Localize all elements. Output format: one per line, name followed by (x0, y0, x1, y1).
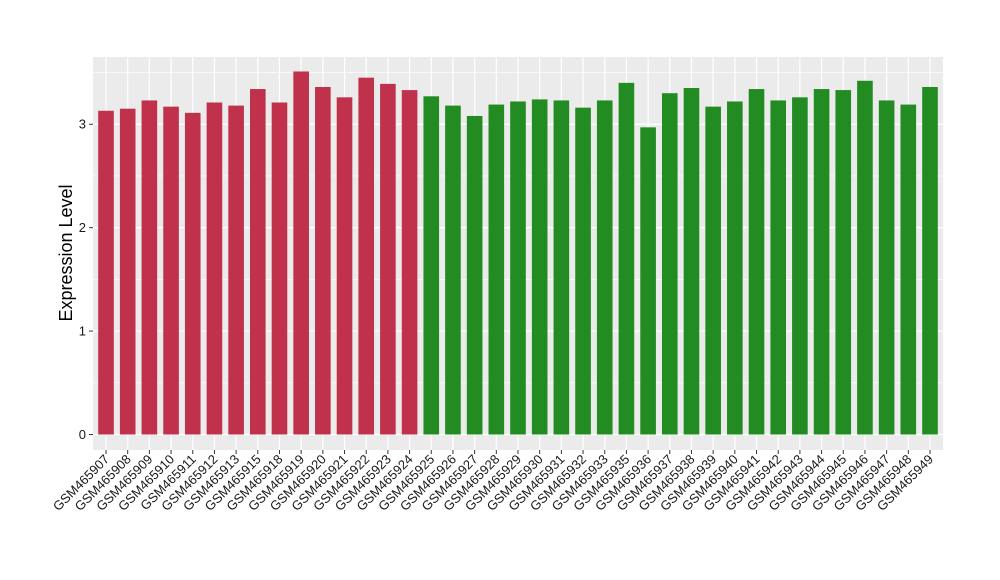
bar (466, 115, 483, 435)
bar (770, 100, 787, 435)
bar (878, 100, 895, 435)
bar (423, 96, 440, 435)
bar (141, 100, 158, 435)
y-tick-label: 2 (79, 220, 86, 235)
bar (835, 90, 852, 435)
bar (293, 71, 309, 435)
bar (315, 86, 331, 435)
bar (900, 104, 917, 435)
bar (271, 102, 288, 435)
bar (727, 101, 743, 435)
bar (184, 112, 201, 435)
y-axis: 0 1 2 3 (79, 117, 93, 442)
bar (98, 110, 114, 435)
bar (596, 100, 613, 435)
bar (249, 89, 266, 435)
bar (380, 83, 396, 435)
bar (119, 108, 136, 435)
y-tick-label: 3 (79, 117, 86, 132)
bar (813, 89, 830, 435)
bar (358, 77, 375, 435)
bar (618, 82, 635, 435)
bar (228, 105, 244, 435)
bar (661, 93, 678, 435)
bar (163, 106, 179, 435)
x-axis: GSM465907GSM465908GSM465909GSM465910GSM4… (50, 450, 936, 514)
bar (857, 80, 873, 435)
bar (705, 106, 721, 435)
bar (575, 107, 591, 435)
bar (336, 97, 353, 435)
bar (445, 105, 461, 435)
bar (748, 89, 765, 435)
bar (401, 90, 418, 435)
bar (531, 99, 548, 435)
bar (640, 127, 656, 435)
y-axis-title: Expression Level (56, 184, 76, 321)
bar (792, 97, 808, 435)
bar (510, 101, 526, 435)
bar (206, 102, 223, 435)
bar (922, 86, 938, 435)
y-tick-label: 1 (79, 324, 86, 339)
bars (98, 71, 938, 435)
bar (553, 100, 570, 435)
bar (488, 104, 505, 435)
y-tick-label: 0 (79, 427, 86, 442)
bar (683, 88, 700, 435)
